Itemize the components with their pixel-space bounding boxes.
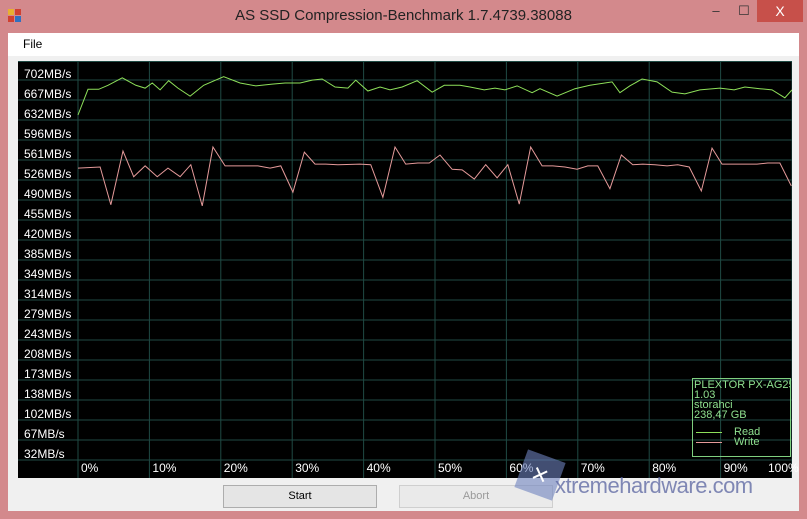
benchmark-chart: 702MB/s 667MB/s 632MB/s 596MB/s 561MB/s 526MB… xyxy=(18,61,799,478)
x-tick-label: 100% xyxy=(768,461,799,475)
app-icon xyxy=(8,9,22,23)
x-tick-label: 20% xyxy=(223,461,248,475)
chart-plot xyxy=(18,61,792,478)
y-tick-label: 526MB/s xyxy=(24,167,72,181)
y-tick-label: 67MB/s xyxy=(24,427,65,441)
y-tick-label: 702MB/s xyxy=(24,67,72,81)
series-line-read xyxy=(77,76,792,116)
y-tick-label: 596MB/s xyxy=(24,127,72,141)
y-tick-label: 102MB/s xyxy=(24,407,72,421)
start-button[interactable]: Start xyxy=(223,485,377,508)
x-tick-label: 0% xyxy=(81,461,99,475)
legend-write-label: Write xyxy=(734,436,760,448)
series-line-write xyxy=(77,145,792,206)
y-tick-label: 138MB/s xyxy=(24,387,72,401)
legend-firmware: 1.03 xyxy=(694,389,716,401)
y-tick-label: 561MB/s xyxy=(24,147,72,161)
y-tick-label: 349MB/s xyxy=(24,267,72,281)
legend: PLEXTOR PX-AG25 1.03 storahci 238,47 GB … xyxy=(692,378,791,457)
y-tick-label: 32MB/s xyxy=(24,447,65,461)
x-tick-label: 70% xyxy=(580,461,605,475)
y-tick-label: 632MB/s xyxy=(24,107,72,121)
abort-button[interactable]: Abort xyxy=(399,485,553,508)
watermark: xtremehardware.com xyxy=(555,473,753,498)
menu-file[interactable]: File xyxy=(23,37,43,51)
legend-size: 238,47 GB xyxy=(694,409,747,421)
x-tick-label: 10% xyxy=(152,461,177,475)
y-tick-label: 667MB/s xyxy=(24,87,72,101)
y-tick-label: 385MB/s xyxy=(24,247,72,261)
maximize-button[interactable]: ☐ xyxy=(738,3,750,18)
legend-driver: storahci xyxy=(694,399,733,411)
x-tick-label: 30% xyxy=(295,461,320,475)
x-tick-label: 40% xyxy=(366,461,391,475)
minimize-button[interactable]: ‒ xyxy=(712,3,720,18)
close-button[interactable]: X xyxy=(757,0,803,22)
x-tick-label: 50% xyxy=(438,461,463,475)
menu-bar: File xyxy=(8,33,799,56)
title-bar: AS SSD Compression-Benchmark 1.7.4739.38… xyxy=(0,0,807,33)
client-area: File 702MB/s 667MB/s 632MB/s 596MB/s 561MB/s… xyxy=(8,33,799,511)
legend-read-line xyxy=(696,432,722,433)
y-tick-label: 490MB/s xyxy=(24,187,72,201)
y-tick-label: 314MB/s xyxy=(24,287,72,301)
window-title: AS SSD Compression-Benchmark 1.7.4739.38… xyxy=(235,7,572,24)
legend-device: PLEXTOR PX-AG25 xyxy=(694,379,791,391)
y-tick-label: 173MB/s xyxy=(24,367,72,381)
y-tick-label: 279MB/s xyxy=(24,307,72,321)
y-tick-label: 455MB/s xyxy=(24,207,72,221)
x-tick-label: 90% xyxy=(723,461,748,475)
y-tick-label: 208MB/s xyxy=(24,347,72,361)
legend-read-label: Read xyxy=(734,426,761,438)
legend-write-line xyxy=(696,442,722,443)
y-tick-label: 243MB/s xyxy=(24,327,72,341)
y-tick-label: 420MB/s xyxy=(24,227,72,241)
x-tick-label: 80% xyxy=(652,461,677,475)
